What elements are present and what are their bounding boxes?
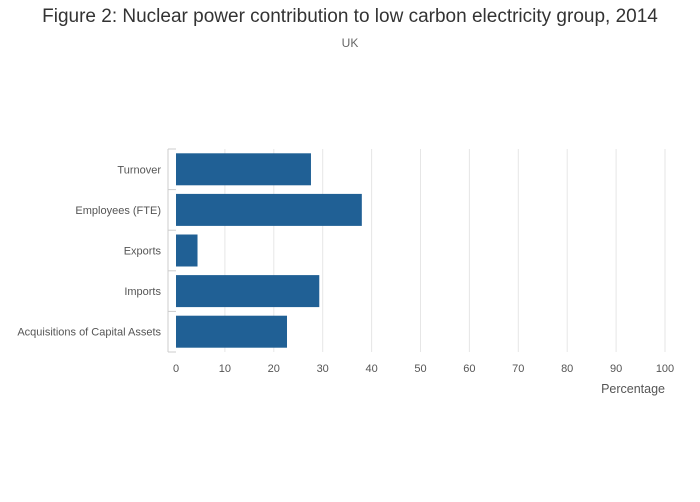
- x-tick-label: 90: [610, 363, 622, 375]
- category-label: Turnover: [117, 164, 161, 176]
- x-tick-label: 80: [561, 363, 573, 375]
- x-tick-label: 40: [365, 363, 377, 375]
- x-tick-label: 50: [414, 363, 426, 375]
- bars: [176, 153, 362, 348]
- category-label: Exports: [124, 246, 162, 258]
- x-tick-label: 20: [268, 363, 280, 375]
- category-label: Employees (FTE): [75, 205, 161, 217]
- bar: [176, 153, 311, 186]
- x-tick-label: 60: [463, 363, 475, 375]
- x-tick-label: 10: [219, 363, 231, 375]
- bar: [176, 193, 362, 226]
- bar: [176, 315, 288, 348]
- chart-subtitle: UK: [341, 36, 359, 50]
- x-tick-label: 30: [317, 363, 329, 375]
- x-tick-label: 70: [512, 363, 524, 375]
- x-tick-label: 100: [656, 363, 674, 375]
- chart-title: Figure 2: Nuclear power contribution to …: [42, 6, 658, 27]
- axes: 0 10 20 30 40 50 60 70 80 90 100 Turnover Employees …: [17, 148, 674, 375]
- category-label: Acquisitions of Capital Assets: [17, 327, 161, 339]
- category-label: Imports: [124, 286, 161, 298]
- x-axis-title: Percentage: [601, 382, 665, 396]
- bar: [176, 234, 198, 267]
- x-tick-label: 0: [173, 363, 179, 375]
- bar: [176, 275, 320, 308]
